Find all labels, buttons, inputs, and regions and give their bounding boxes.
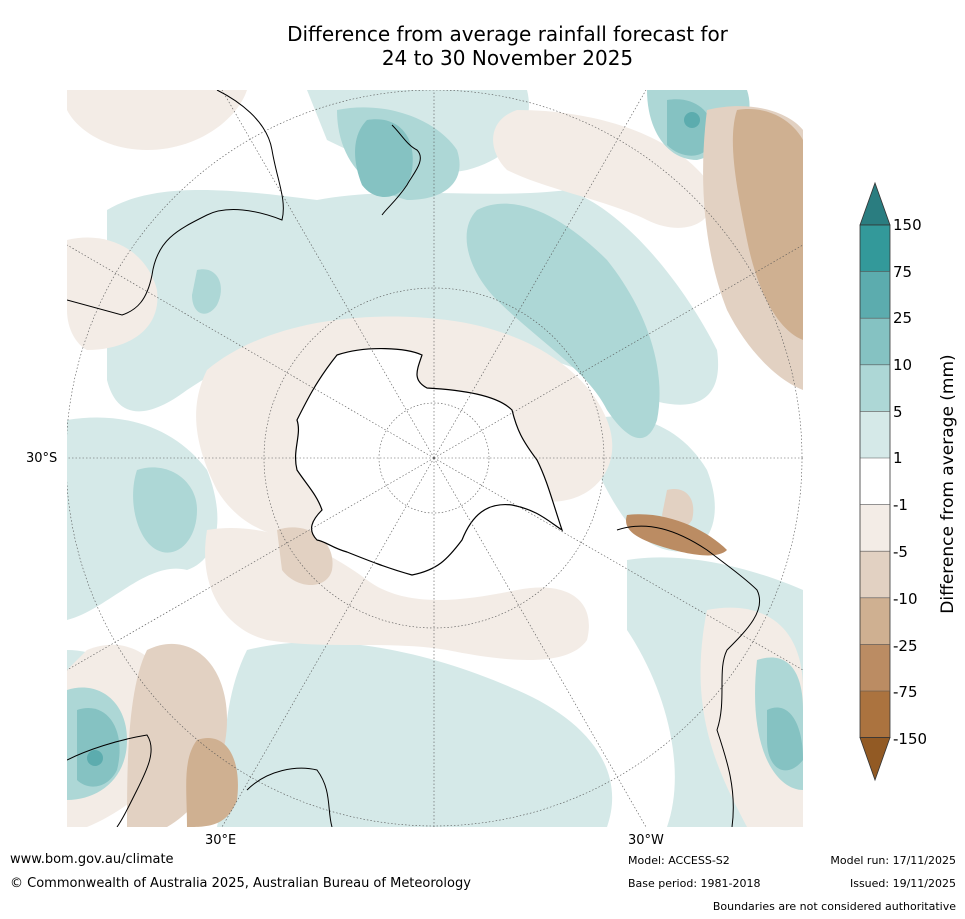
footer-base-period: Base period: 1981-2018: [628, 877, 761, 890]
colorbar-bottom-extend: [859, 737, 891, 782]
colorbar: [859, 181, 891, 782]
colorbar-tick: 150: [893, 216, 922, 234]
colorbar-title: Difference from average (mm): [938, 354, 958, 614]
map-title-line2: 24 to 30 November 2025: [381, 46, 634, 70]
colorbar-bin-10-25: [860, 318, 890, 365]
rainfall-map-svg: [67, 90, 803, 827]
lon-label-30e: 30°E: [205, 833, 237, 848]
map-title-line1: Difference from average rainfall forecas…: [287, 22, 728, 46]
colorbar-tick: -1: [893, 496, 908, 514]
colorbar-tick: 5: [893, 403, 903, 421]
footer-model-run: Model run: 17/11/2025: [830, 854, 956, 867]
negative-anomaly-strong: [186, 109, 803, 827]
colorbar-bin-m10-m25: [860, 597, 890, 645]
colorbar-tick: 25: [893, 309, 913, 327]
colorbar-bin-1-5: [860, 411, 890, 458]
lon-label-30w: 30°W: [628, 833, 664, 848]
colorbar-bin-m25-m75: [860, 644, 890, 691]
colorbar-bin-neutral: [860, 458, 890, 505]
colorbar-tick: -75: [893, 683, 918, 701]
map-title: Difference from average rainfall forecas…: [200, 22, 815, 70]
negative-anomaly-peak: [626, 514, 727, 556]
coastlines: [67, 90, 761, 827]
footer-disclaimer: Boundaries are not considered authoritat…: [712, 900, 956, 913]
colorbar-tick: -25: [893, 637, 918, 655]
colorbar-tick: -5: [893, 543, 908, 561]
colorbar-bin-m75-m150: [860, 691, 890, 738]
antarctica-coastline: [294, 348, 564, 576]
colorbar-tick: -10: [893, 590, 918, 608]
colorbar-bin-25-75: [860, 271, 890, 319]
footer-copyright: © Commonwealth of Australia 2025, Austra…: [10, 876, 471, 891]
colorbar-top-extend: [859, 181, 891, 226]
colorbar-bin-5-10: [860, 364, 890, 412]
lat-label-30s: 30°S: [26, 451, 58, 466]
colorbar-bin-75-150: [860, 225, 890, 272]
positive-anomaly-peak: [87, 112, 700, 766]
colorbar-tick: 10: [893, 356, 913, 374]
colorbar-bin-m5-m10: [860, 551, 890, 598]
footer-website: www.bom.gov.au/climate: [10, 852, 174, 867]
rainfall-map: [67, 90, 803, 827]
footer-issued: Issued: 19/11/2025: [849, 877, 956, 890]
colorbar-tick: 75: [893, 263, 913, 281]
colorbar-tick: 1: [893, 449, 903, 467]
colorbar-bin-m1-m5: [860, 504, 890, 552]
colorbar-tick: -150: [893, 730, 928, 748]
footer-model: Model: ACCESS-S2: [628, 854, 730, 867]
